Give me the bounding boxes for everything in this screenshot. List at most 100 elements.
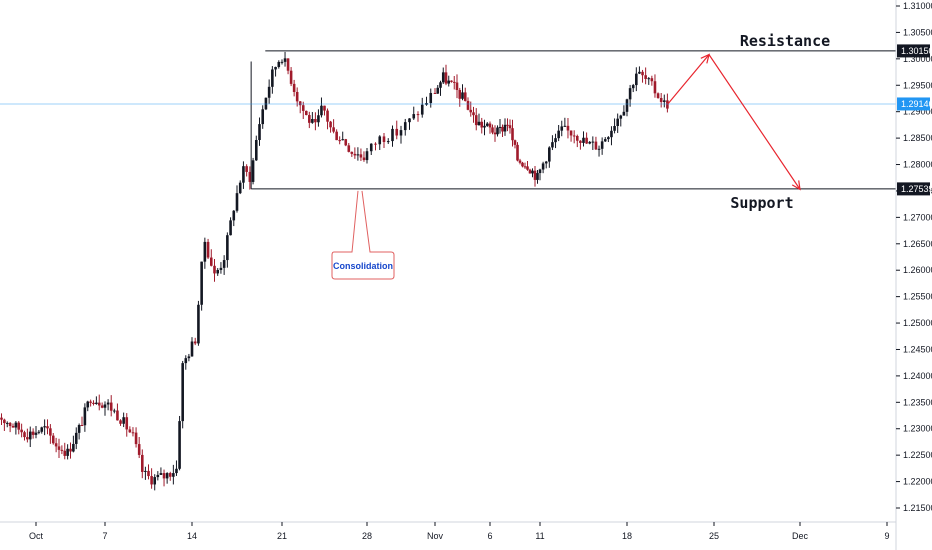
candle-body — [235, 193, 239, 211]
candle-body — [20, 429, 23, 433]
consolidation-callout[interactable] — [331, 190, 395, 280]
candle-body — [474, 115, 478, 126]
price-tick-label: 1.22000 — [903, 477, 932, 487]
candle-body — [332, 127, 335, 132]
arrow-head-up — [700, 53, 710, 64]
candle-body — [653, 81, 657, 94]
candle-body — [395, 128, 399, 136]
candle-body — [666, 100, 669, 109]
candle-body — [54, 443, 58, 447]
candle-body — [563, 125, 567, 127]
candle-body — [178, 421, 181, 469]
candle-body — [635, 73, 638, 86]
candles-layer — [0, 51, 669, 491]
candle-body — [628, 88, 632, 100]
candle-body — [197, 304, 200, 344]
time-axis[interactable]: Oct 7 14 21 28 Nov 6 11 18 25 Dec 9 — [0, 521, 896, 541]
candle-body — [280, 61, 284, 63]
candle-body — [493, 132, 497, 135]
candle-body — [662, 100, 666, 102]
candle-body — [190, 341, 194, 357]
current-price-tag — [897, 97, 930, 111]
candle-body — [97, 402, 101, 406]
candle-body — [175, 468, 178, 474]
candle-body — [77, 425, 81, 433]
candle-body — [600, 141, 604, 149]
candle-body — [226, 235, 229, 261]
price-tick-label: 1.25500 — [903, 292, 932, 302]
candle-body — [113, 410, 116, 412]
price-tick-label: 1.27000 — [903, 212, 932, 222]
price-tick-label: 1.24000 — [903, 371, 932, 381]
candle-body — [480, 121, 484, 128]
support-price-tag — [897, 182, 930, 196]
candle-body — [320, 105, 323, 116]
candle-body — [74, 432, 78, 444]
candle-body — [416, 114, 420, 116]
candle-body — [466, 100, 470, 110]
candle-body — [122, 417, 125, 424]
candle-body — [80, 425, 84, 427]
price-tick-label: 1.24500 — [903, 344, 932, 354]
candle-body — [238, 182, 242, 194]
candle-body — [650, 78, 654, 82]
candle-body — [289, 70, 293, 84]
candle-body — [43, 426, 46, 428]
candle-body — [323, 105, 326, 111]
candle-body — [92, 402, 95, 405]
price-tick-label: 1.30500 — [903, 27, 932, 37]
candle-body — [369, 143, 373, 152]
candle-body — [533, 170, 537, 180]
candle-body — [209, 257, 213, 266]
candle-body — [485, 123, 489, 126]
candle-body — [314, 118, 317, 123]
candle-body — [560, 126, 564, 131]
support-label: Support — [730, 194, 793, 212]
candle-body — [83, 407, 87, 426]
time-tick-label: Dec — [792, 531, 809, 541]
candle-body — [31, 431, 35, 435]
candle-body — [229, 220, 232, 236]
candle-body — [245, 166, 248, 172]
projection-arrow — [667, 53, 801, 190]
price-tick-label: 1.29500 — [903, 80, 932, 90]
candle-body — [516, 144, 519, 161]
candle-body — [264, 97, 268, 110]
candle-body — [603, 139, 607, 142]
candle-body — [134, 432, 138, 445]
price-tick-label: 1.23500 — [903, 397, 932, 407]
candle-body — [292, 83, 296, 92]
candle-body — [625, 99, 629, 112]
candle-body — [607, 137, 610, 140]
candle-body — [140, 454, 144, 472]
candle-body — [232, 210, 236, 221]
price-tick-label: 1.29000 — [903, 107, 932, 117]
candle-body — [242, 166, 245, 183]
candle-body — [317, 115, 320, 123]
price-axis-bg — [896, 0, 932, 550]
candle-body — [496, 127, 499, 135]
candle-body — [412, 114, 416, 119]
candle-body — [308, 115, 311, 123]
candle-body — [582, 137, 585, 143]
candle-body — [125, 417, 129, 430]
levels-layer — [0, 50, 896, 190]
candle-body — [356, 154, 360, 156]
candle-body — [344, 139, 348, 146]
candle-body — [335, 131, 338, 141]
candle-body — [60, 449, 64, 451]
candle-body — [521, 162, 524, 167]
candle-body — [338, 140, 341, 142]
candle-body — [588, 141, 592, 144]
candle-body — [109, 402, 113, 411]
candle-body — [165, 473, 169, 479]
candle-body — [222, 260, 226, 268]
candle-body — [408, 118, 411, 123]
candle-body — [613, 126, 616, 131]
price-axis[interactable]: 1.21500 1.22000 1.22500 1.23000 1.23500 1.240… — [895, 0, 932, 550]
candle-body — [458, 89, 462, 99]
candle-body — [51, 435, 55, 444]
candle-body — [168, 473, 172, 477]
candle-body — [353, 153, 357, 156]
